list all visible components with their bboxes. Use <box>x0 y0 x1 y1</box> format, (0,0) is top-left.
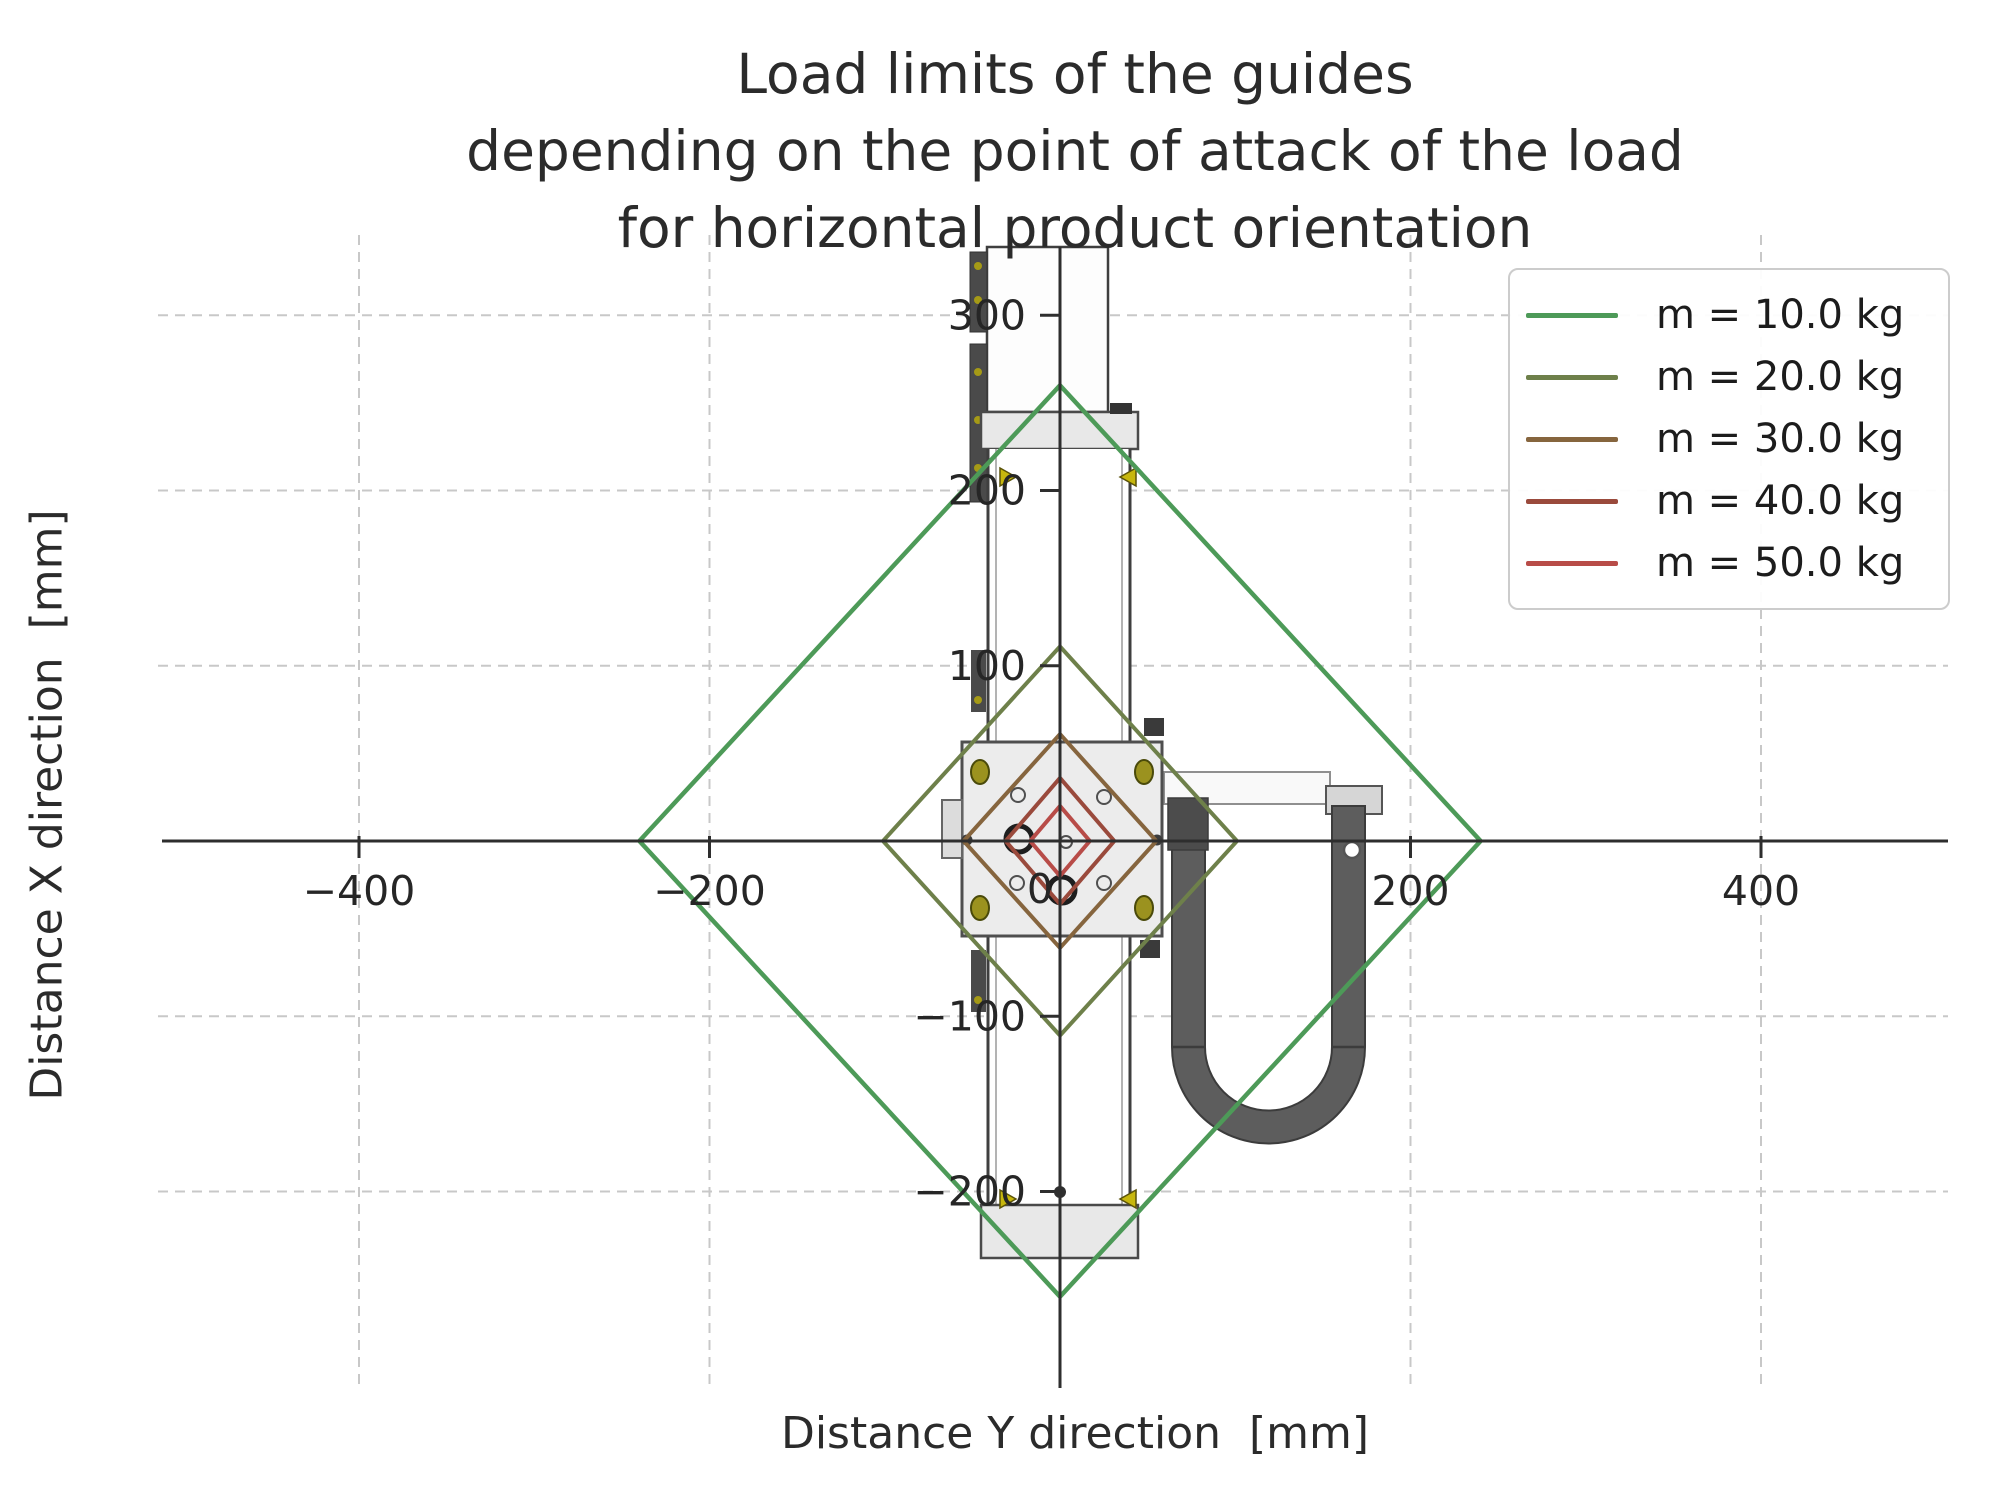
plate-cap <box>1110 403 1132 414</box>
marker-arrow-icon <box>999 1188 1018 1210</box>
legend-line-swatch <box>1526 498 1618 504</box>
plate-hole <box>1096 789 1112 805</box>
plate-hole <box>1009 875 1025 891</box>
carriage-tab <box>941 799 963 859</box>
rail-clip <box>971 950 986 1012</box>
x-axis-label: Distance Y direction [mm] <box>780 1408 1370 1459</box>
axes-and-ticks <box>162 247 1948 1388</box>
y-tick-label--100: −100 <box>913 992 1026 1040</box>
x-tick-label--200: −200 <box>653 867 766 915</box>
legend-item-20kg: m = 20.0 kg <box>1526 354 1938 400</box>
x-tick-label-200: 200 <box>1371 867 1449 915</box>
rail-clip <box>971 650 986 712</box>
legend: m = 10.0 kg m = 20.0 kg m = 30.0 kg m = 40.… <box>1508 268 1950 610</box>
y-tick-label-300: 300 <box>948 291 1026 339</box>
legend-item-50kg: m = 50.0 kg <box>1526 540 1938 586</box>
y-axis-label: Distance X direction [mm] <box>21 509 73 1101</box>
sensor-led <box>974 262 982 270</box>
legend-line-swatch <box>1526 312 1618 318</box>
legend-item-30kg: m = 30.0 kg <box>1526 416 1938 462</box>
x-tick-label-400: 400 <box>1722 867 1800 915</box>
y-tick-label-100: 100 <box>948 642 1026 690</box>
sensor-strip <box>969 251 988 333</box>
legend-label: m = 20.0 kg <box>1656 354 1905 400</box>
plate-hole <box>1096 875 1112 891</box>
legend-item-40kg: m = 40.0 kg <box>1526 478 1938 524</box>
x-tick-label--400: −400 <box>303 867 416 915</box>
y-tick-label-200: 200 <box>948 467 1026 515</box>
tick-labels: −400 −200 200 400 300 200 100 0 −100 −200 <box>303 291 1800 1215</box>
sensor-led <box>974 996 982 1004</box>
legend-label: m = 10.0 kg <box>1656 292 1905 338</box>
plate-hole <box>1010 787 1026 803</box>
marker-arrow-icon <box>1118 466 1137 488</box>
sensor-led <box>974 696 982 704</box>
corner-bolt <box>1134 895 1154 921</box>
legend-line-swatch <box>1526 374 1618 380</box>
origin-tick-label: 0 <box>1027 865 1053 913</box>
sensor-led <box>974 296 982 304</box>
marker-arrow-icon <box>999 466 1018 488</box>
legend-label: m = 50.0 kg <box>1656 540 1905 586</box>
legend-line-swatch <box>1526 436 1618 442</box>
sensor-led <box>974 368 982 376</box>
y-tick-label--200: −200 <box>913 1168 1026 1216</box>
legend-line-swatch <box>1526 560 1618 566</box>
chart-title: Load limits of the guides depending on t… <box>466 42 1684 260</box>
legend-label: m = 40.0 kg <box>1656 478 1905 524</box>
legend-item-10kg: m = 10.0 kg <box>1526 292 1938 338</box>
motor-block <box>985 245 1110 414</box>
legend-label: m = 30.0 kg <box>1656 416 1905 462</box>
corner-bolt <box>1134 759 1154 785</box>
product-illustration <box>941 245 1383 1260</box>
corner-bolt <box>970 895 990 921</box>
energy-chain <box>1171 805 1366 1145</box>
marker-arrow-icon <box>1118 1188 1137 1210</box>
bracket-hole <box>1342 840 1362 860</box>
corner-bolt <box>970 759 990 785</box>
carriage-stop <box>1144 718 1164 736</box>
